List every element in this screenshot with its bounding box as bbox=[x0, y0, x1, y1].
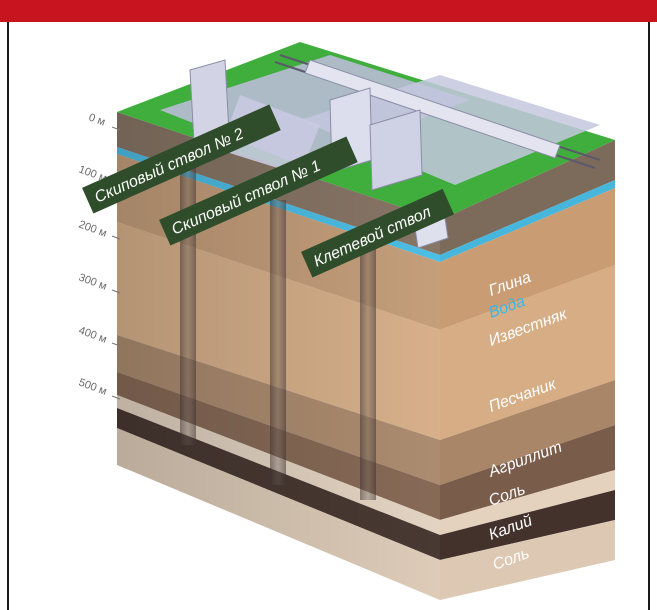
left-border bbox=[7, 22, 9, 610]
depth-300: 300 м bbox=[77, 272, 108, 293]
shaft-skip-1 bbox=[270, 200, 286, 485]
right-border bbox=[648, 22, 650, 610]
right-face bbox=[440, 140, 615, 600]
depth-200: 200 м bbox=[77, 219, 108, 240]
shafts bbox=[180, 145, 376, 500]
shaft-skip-2 bbox=[180, 145, 196, 445]
depth-500: 500 м bbox=[77, 377, 108, 398]
depth-0: 0 м bbox=[87, 112, 107, 129]
depth-400: 400 м bbox=[77, 325, 108, 346]
top-color-bar bbox=[0, 0, 657, 22]
depth-scale: 0 м 100 м 200 м 300 м 400 м 500 м bbox=[77, 112, 121, 400]
shaft-cage bbox=[360, 235, 376, 500]
